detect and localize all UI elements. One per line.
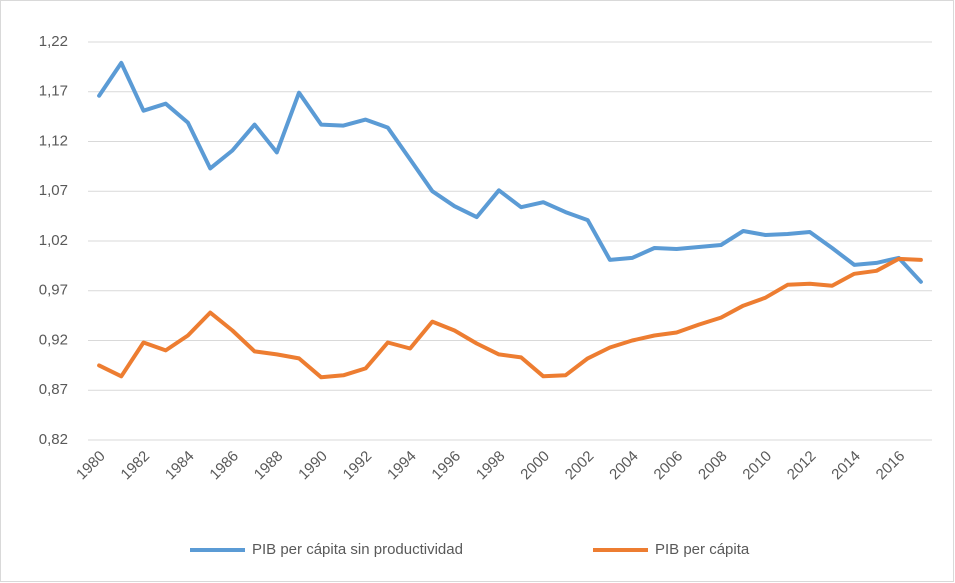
series-line [97, 60, 923, 284]
y-tick-label: 0,82 [39, 431, 68, 448]
y-tick-label: 0,87 [39, 381, 68, 398]
series-line [97, 256, 923, 380]
y-tick-label: 0,97 [39, 282, 68, 299]
legend-label: PIB per cápita [655, 541, 750, 558]
legend-label: PIB per cápita sin productividad [252, 541, 463, 558]
y-tick-label: 1,22 [39, 33, 68, 50]
y-tick-label: 1,17 [39, 83, 68, 100]
y-tick-label: 1,12 [39, 132, 68, 149]
y-tick-label: 0,92 [39, 331, 68, 348]
y-tick-label: 1,07 [39, 182, 68, 199]
y-tick-label: 1,02 [39, 232, 68, 249]
